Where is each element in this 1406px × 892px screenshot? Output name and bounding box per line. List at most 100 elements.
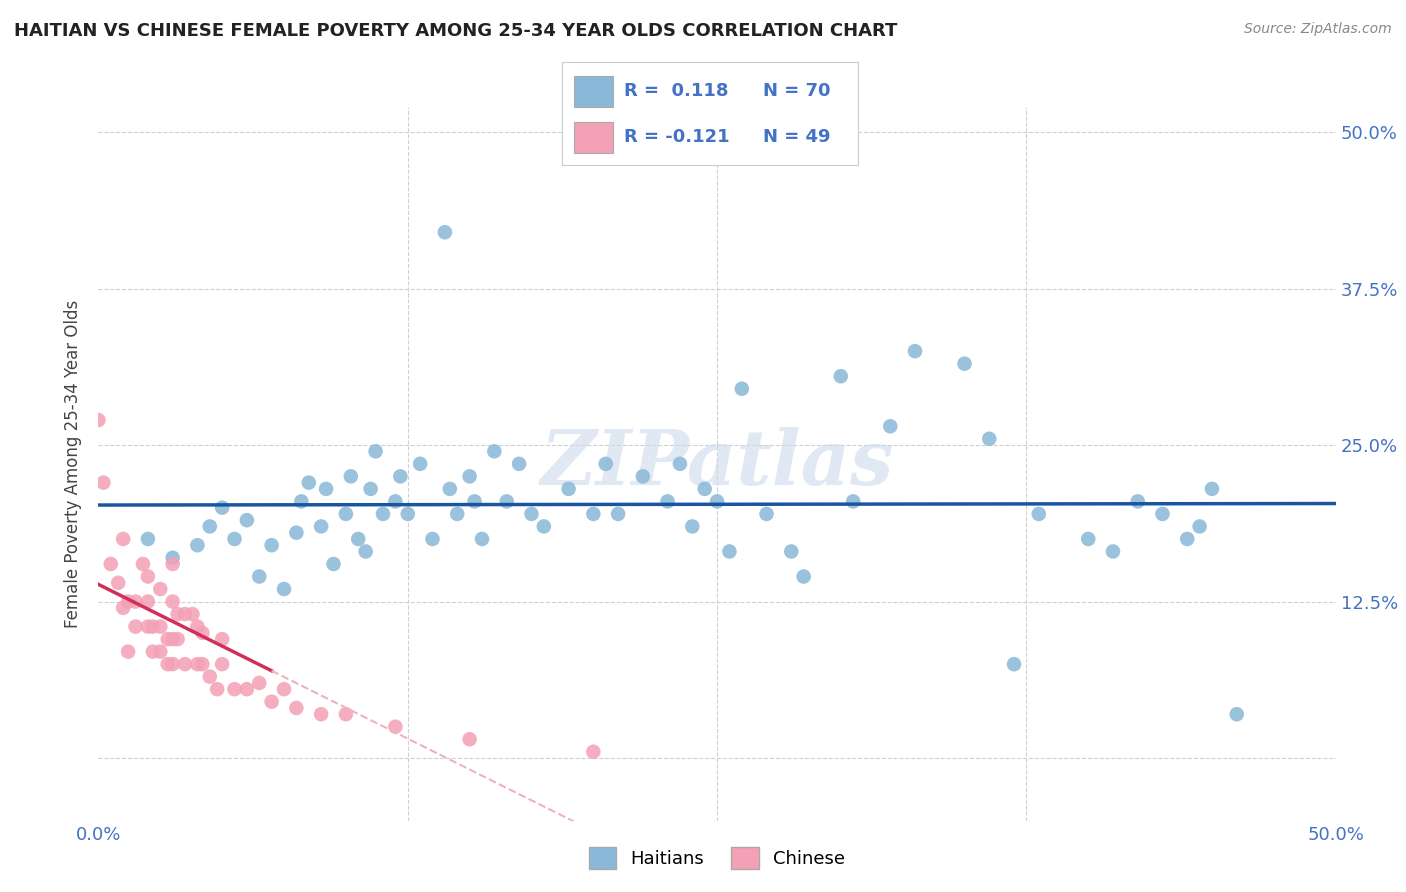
Text: R = -0.121: R = -0.121 [624, 128, 730, 146]
Point [260, 695, 283, 709]
Point [174, 657, 197, 672]
Point [149, 582, 172, 596]
Point [731, 382, 754, 396]
Point [136, 619, 159, 633]
Point [309, 707, 332, 722]
Point [149, 645, 172, 659]
Point [211, 500, 233, 515]
Point [162, 632, 184, 646]
Point [260, 538, 283, 552]
Point [1175, 532, 1198, 546]
Point [1152, 507, 1174, 521]
Point [669, 457, 692, 471]
Point [582, 745, 605, 759]
Point [149, 619, 172, 633]
Point [156, 657, 179, 672]
Point [446, 507, 468, 521]
Text: Source: ZipAtlas.com: Source: ZipAtlas.com [1244, 22, 1392, 37]
Point [1126, 494, 1149, 508]
Point [224, 682, 246, 697]
Legend: Haitians, Chinese: Haitians, Chinese [582, 839, 852, 876]
Point [582, 507, 605, 521]
Point [162, 557, 184, 571]
Point [842, 494, 865, 508]
Point [315, 482, 337, 496]
Point [879, 419, 901, 434]
Point [186, 538, 208, 552]
Point [211, 657, 233, 672]
Point [198, 670, 221, 684]
Point [1077, 532, 1099, 546]
Point [247, 569, 270, 583]
Point [340, 469, 363, 483]
Point [273, 682, 295, 697]
Point [354, 544, 377, 558]
Text: N = 70: N = 70 [763, 82, 831, 100]
Point [396, 507, 419, 521]
Point [142, 619, 165, 633]
Point [458, 732, 481, 747]
Point [384, 720, 406, 734]
Point [136, 594, 159, 608]
Bar [574, 122, 613, 153]
Point [1188, 519, 1211, 533]
Point [718, 544, 741, 558]
Point [1028, 507, 1050, 521]
Point [285, 525, 308, 540]
Point [1002, 657, 1025, 672]
Bar [574, 76, 613, 106]
Point [322, 557, 344, 571]
Point [124, 619, 146, 633]
Point [464, 494, 486, 508]
Point [247, 676, 270, 690]
Point [166, 632, 188, 646]
Text: ZIPatlas: ZIPatlas [540, 427, 894, 500]
Text: R =  0.118: R = 0.118 [624, 82, 728, 100]
Point [693, 482, 716, 496]
Point [595, 457, 617, 471]
Point [389, 469, 412, 483]
Point [439, 482, 461, 496]
Point [458, 469, 481, 483]
Point [360, 482, 382, 496]
Point [755, 507, 778, 521]
Point [607, 507, 630, 521]
Point [384, 494, 406, 508]
Point [484, 444, 506, 458]
Point [471, 532, 494, 546]
Point [136, 532, 159, 546]
Point [87, 413, 110, 427]
Point [162, 550, 184, 565]
Point [780, 544, 803, 558]
Point [533, 519, 555, 533]
Point [657, 494, 679, 508]
Point [186, 657, 208, 672]
Point [631, 469, 654, 483]
Point [495, 494, 517, 508]
Point [793, 569, 815, 583]
Point [132, 557, 155, 571]
Point [205, 682, 228, 697]
Point [112, 532, 135, 546]
Point [136, 569, 159, 583]
Point [224, 532, 246, 546]
Point [557, 482, 579, 496]
Point [112, 600, 135, 615]
Point [181, 607, 204, 621]
Point [191, 625, 214, 640]
Point [174, 607, 197, 621]
Point [93, 475, 115, 490]
Point [236, 513, 259, 527]
Point [162, 594, 184, 608]
Point [198, 519, 221, 533]
Point [117, 645, 139, 659]
Point [371, 507, 394, 521]
Point [433, 225, 456, 239]
Point [830, 369, 852, 384]
Point [211, 632, 233, 646]
Point [124, 594, 146, 608]
Point [162, 657, 184, 672]
Text: HAITIAN VS CHINESE FEMALE POVERTY AMONG 25-34 YEAR OLDS CORRELATION CHART: HAITIAN VS CHINESE FEMALE POVERTY AMONG … [14, 22, 897, 40]
Point [681, 519, 703, 533]
Point [273, 582, 295, 596]
